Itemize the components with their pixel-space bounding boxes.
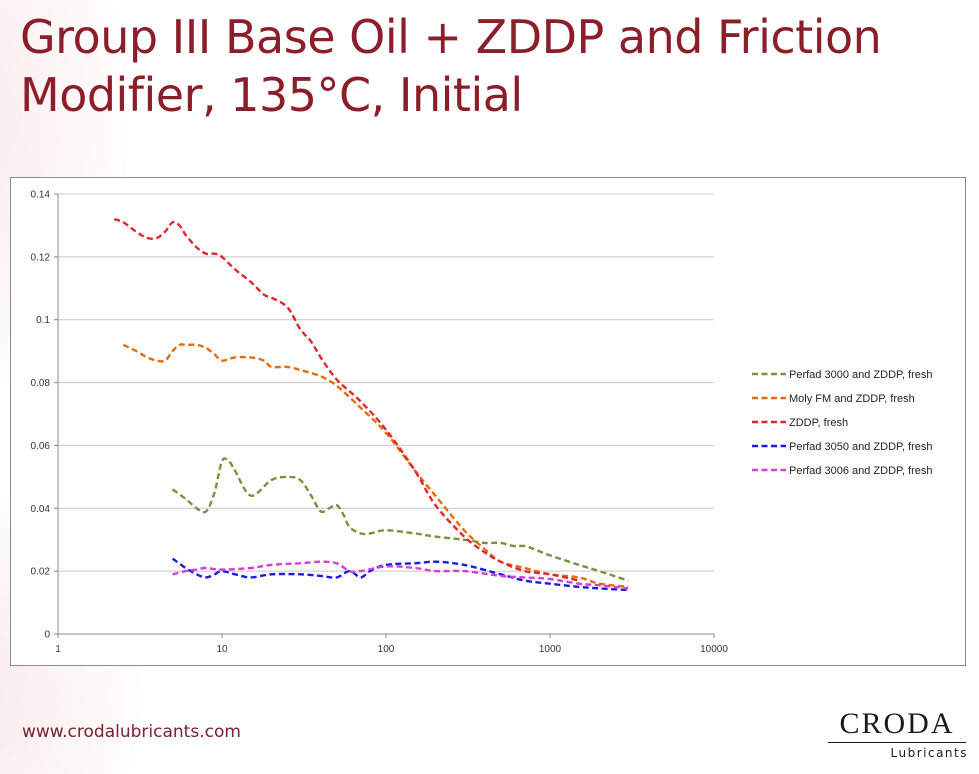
- legend-label-3: ZDDP, fresh: [789, 417, 848, 429]
- legend-label-5: Perfad 3006 and ZDDP, fresh: [789, 465, 933, 477]
- y-tick-label: 0.04: [31, 504, 51, 515]
- logo-wordmark: CRODA: [839, 707, 955, 740]
- series-line-2: [122, 343, 629, 589]
- x-tick-label: 10000: [700, 644, 728, 655]
- logo-subtitle: Lubricants: [890, 746, 968, 760]
- legend-label-1: Perfad 3000 and ZDDP, fresh: [789, 369, 933, 381]
- y-tick-label: 0.1: [36, 315, 50, 326]
- line-chart: 0 0.02 0.04 0.06 0.08 0.1 0.12 0.14 1 10 100 1000 10…: [31, 190, 933, 656]
- series-line-1: [171, 457, 629, 582]
- y-tick-label: 0: [44, 630, 50, 641]
- title-line-2: Modifier, 135°C, Initial: [20, 68, 523, 122]
- series-line-3: [113, 217, 580, 582]
- x-tick-label: 100: [378, 644, 395, 655]
- slide-title: Group III Base Oil + ZDDP and Friction M…: [20, 8, 960, 124]
- y-tick-label: 0.12: [31, 252, 51, 263]
- y-tick-label: 0.06: [31, 441, 51, 452]
- logo-rule: [828, 742, 966, 743]
- x-tick-label: 1000: [539, 644, 562, 655]
- legend-label-2: Moly FM and ZDDP, fresh: [789, 393, 915, 405]
- footer-url: www.crodalubricants.com: [22, 722, 241, 742]
- chart-frame: 0 0.02 0.04 0.06 0.08 0.1 0.12 0.14 1 10 100 1000 10…: [10, 177, 966, 666]
- x-tick-label: 10: [216, 644, 228, 655]
- y-tick-label: 0.02: [31, 567, 51, 578]
- x-tick-label: 1: [55, 644, 61, 655]
- series-line-4: [171, 557, 629, 592]
- y-tick-label: 0.14: [31, 190, 51, 201]
- title-line-1: Group III Base Oil + ZDDP and Friction: [20, 10, 882, 64]
- legend-label-4: Perfad 3050 and ZDDP, fresh: [789, 441, 933, 453]
- croda-logo: CRODA Lubricants: [822, 708, 972, 768]
- series-line-5: [172, 560, 629, 590]
- y-tick-label: 0.08: [31, 378, 51, 389]
